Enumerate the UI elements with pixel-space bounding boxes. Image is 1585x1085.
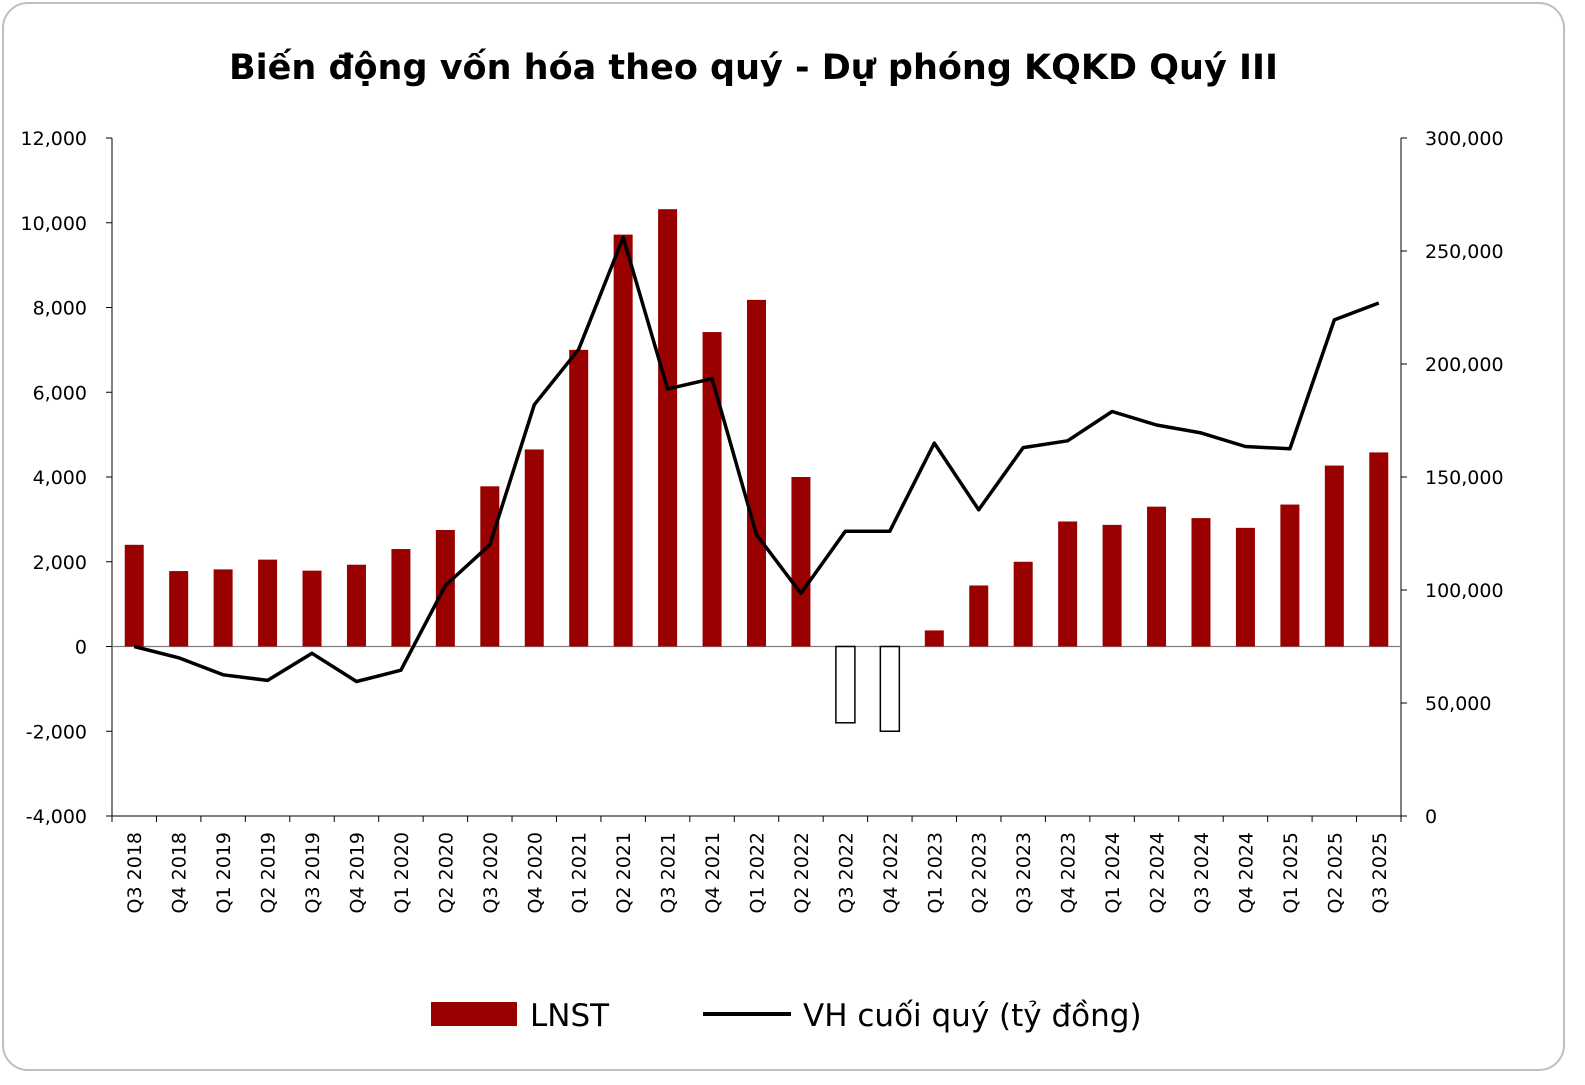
bar-lnst [169, 571, 189, 647]
left-tick-label: 2,000 [33, 552, 87, 574]
bar-lnst [1235, 527, 1255, 647]
bar-lnst [1058, 521, 1078, 647]
x-tick-label: Q3 2020 [480, 832, 502, 913]
x-tick-label: Q1 2023 [924, 832, 946, 913]
bar-lnst [524, 449, 544, 647]
x-tick-label: Q4 2020 [524, 832, 546, 913]
bar-lnst [346, 564, 366, 647]
x-tick-label: Q4 2021 [702, 832, 724, 913]
right-tick-label: 250,000 [1425, 241, 1504, 263]
bar-lnst [835, 645, 856, 724]
bar-lnst [213, 569, 233, 647]
right-tick-label: 100,000 [1425, 580, 1504, 602]
bar-lnst [1147, 506, 1167, 647]
x-tick-label: Q1 2024 [1102, 832, 1124, 913]
x-tick-label: Q2 2022 [791, 832, 813, 913]
bar-lnst [747, 299, 766, 647]
x-tick-label: Q4 2019 [346, 832, 368, 913]
bar-lnst [658, 209, 678, 647]
left-tick-label: -2,000 [26, 721, 87, 743]
bar-lnst [613, 234, 633, 647]
x-tick-label: Q3 2022 [835, 832, 857, 913]
x-tick-label: Q4 2024 [1235, 832, 1257, 913]
x-tick-label: Q2 2023 [969, 832, 991, 913]
legend-label-lnst: LNST [530, 998, 610, 1034]
x-tick-label: Q3 2019 [302, 832, 324, 913]
x-tick-label: Q1 2019 [213, 832, 235, 913]
x-tick-label: Q2 2024 [1147, 832, 1169, 913]
left-tick-label: 0 [75, 637, 87, 659]
right-tick-label: 50,000 [1425, 693, 1491, 715]
right-tick-label: 0 [1425, 806, 1437, 828]
legend-swatch-lnst [431, 1002, 517, 1026]
bar-lnst [480, 486, 500, 647]
bar-lnst [1102, 524, 1122, 647]
x-tick-label: Q2 2019 [258, 832, 280, 913]
x-tick-label: Q4 2018 [169, 832, 191, 913]
bar-lnst [1369, 452, 1389, 647]
bar-lnst [302, 570, 322, 647]
x-tick-label: Q3 2018 [124, 832, 146, 913]
x-tick-label: Q3 2023 [1013, 832, 1035, 913]
bar-lnst [1280, 504, 1300, 647]
right-tick-label: 200,000 [1425, 354, 1504, 376]
x-tick-label: Q4 2023 [1058, 832, 1080, 913]
bar-lnst [1013, 561, 1033, 647]
x-tick-label: Q1 2020 [391, 832, 413, 913]
x-tick-label: Q2 2021 [613, 832, 635, 913]
bar-lnst [569, 349, 589, 647]
bar-lnst [391, 549, 411, 647]
bar-lnst [879, 645, 901, 732]
left-tick-label: 8,000 [33, 298, 87, 320]
line-vh-cuoi-quy [133, 235, 1380, 684]
bar-lnst [791, 477, 811, 647]
bar-lnst [702, 332, 722, 647]
bar-lnst [1324, 465, 1344, 647]
x-tick-label: Q1 2025 [1280, 832, 1302, 913]
bar-lnst [258, 559, 278, 647]
bar-lnst [969, 585, 989, 647]
bar-lnst [924, 630, 944, 647]
left-tick-label: 12,000 [21, 128, 87, 150]
x-tick-label: Q3 2025 [1369, 832, 1391, 913]
legend-label-vh: VH cuối quý (tỷ đồng) [803, 998, 1142, 1034]
x-tick-label: Q2 2020 [435, 832, 457, 913]
x-tick-label: Q1 2021 [569, 832, 591, 913]
x-tick-label: Q3 2024 [1191, 832, 1213, 913]
bar-lnst [1191, 518, 1211, 647]
right-tick-label: 300,000 [1425, 128, 1504, 150]
x-tick-label: Q3 2021 [658, 832, 680, 913]
chart-title: Biến động vốn hóa theo quý - Dự phóng KQ… [228, 48, 1279, 88]
left-tick-label: -4,000 [26, 806, 87, 828]
x-tick-label: Q1 2022 [747, 832, 769, 913]
left-tick-label: 6,000 [33, 382, 87, 404]
right-tick-label: 150,000 [1425, 467, 1504, 489]
left-tick-label: 10,000 [21, 213, 87, 235]
left-tick-label: 4,000 [33, 467, 87, 489]
x-tick-label: Q4 2022 [880, 832, 902, 913]
x-tick-label: Q2 2025 [1324, 832, 1346, 913]
chart-frame [2, 2, 1565, 1071]
bar-lnst [124, 544, 144, 647]
